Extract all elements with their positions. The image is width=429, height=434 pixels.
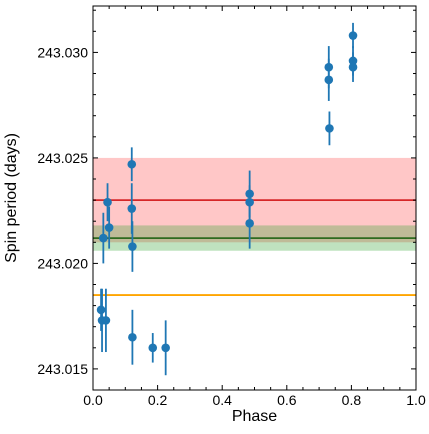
- data-point: [128, 332, 137, 342]
- data-point: [161, 343, 170, 353]
- y-tick-label: 243.030: [37, 44, 88, 60]
- x-tick-label: 1.0: [406, 392, 426, 408]
- data-point: [99, 233, 108, 243]
- y-tick-label: 243.020: [37, 255, 88, 271]
- x-axis-label: Phase: [232, 408, 277, 425]
- data-point: [245, 219, 254, 228]
- x-tick-label: 0.6: [277, 392, 297, 408]
- data-point: [96, 305, 106, 315]
- y-tick-label: 243.015: [37, 361, 88, 377]
- data-point: [348, 31, 358, 40]
- data-point: [127, 204, 137, 213]
- data-point: [128, 242, 137, 251]
- x-tick-label: 0.8: [342, 392, 362, 408]
- confidence-bands: [93, 157, 416, 296]
- data-point: [104, 223, 114, 232]
- x-tick-label: 0.2: [148, 392, 168, 408]
- data-point: [324, 75, 334, 85]
- x-tick-label: 0.0: [83, 392, 103, 408]
- data-points: [96, 22, 358, 376]
- data-point: [148, 343, 158, 353]
- data-point: [348, 62, 358, 72]
- y-tick-label: 243.025: [37, 150, 88, 166]
- y-axis-label: Spin period (days): [3, 133, 20, 263]
- axis-ticks: 0.0 0.2 0.4 0.6 0.8 1.0 243.015 243.020 243.025 2…: [37, 6, 426, 408]
- data-point: [103, 197, 112, 207]
- data-point: [325, 124, 334, 133]
- x-tick-label: 0.4: [212, 392, 232, 408]
- data-point: [101, 316, 111, 325]
- data-point: [127, 159, 137, 169]
